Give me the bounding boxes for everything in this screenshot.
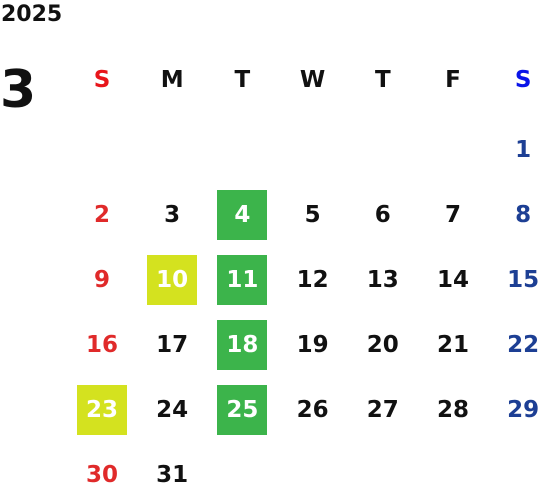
day: 28: [436, 397, 469, 423]
day: 15: [507, 267, 540, 293]
weekday-header: W: [299, 67, 326, 93]
weekday-header: M: [160, 67, 184, 93]
day: 3: [164, 202, 181, 228]
day: 9: [93, 267, 110, 293]
highlighted-day: 4: [217, 190, 268, 240]
weekday-header: F: [445, 67, 461, 93]
highlighted-day: 11: [217, 255, 268, 305]
day: 20: [366, 332, 399, 358]
day: 21: [436, 332, 469, 358]
weekday-header: S: [514, 67, 532, 93]
weekday-header: S: [93, 67, 111, 93]
day: 12: [296, 267, 329, 293]
day: 27: [366, 397, 399, 423]
day: 8: [515, 202, 532, 228]
day: 26: [296, 397, 329, 423]
day: 16: [85, 332, 118, 358]
day: 24: [156, 397, 189, 423]
highlighted-day: 23: [77, 385, 127, 435]
day: 29: [507, 397, 540, 423]
day: 1: [515, 137, 532, 163]
year: 2025: [1, 2, 63, 27]
highlighted-day: 10: [147, 255, 198, 305]
highlighted-day: 18: [217, 320, 268, 370]
day: 6: [374, 202, 391, 228]
day: 19: [296, 332, 329, 358]
day: 30: [85, 462, 118, 488]
day: 13: [366, 267, 399, 293]
day: 14: [436, 267, 469, 293]
day: 7: [444, 202, 461, 228]
highlighted-day: 25: [217, 385, 268, 435]
day: 17: [156, 332, 189, 358]
day: 22: [507, 332, 540, 358]
month: 3: [0, 60, 37, 120]
weekday-header: T: [234, 67, 251, 93]
day: 2: [93, 202, 110, 228]
day: 5: [304, 202, 321, 228]
day: 31: [156, 462, 189, 488]
weekday-header: T: [374, 67, 391, 93]
